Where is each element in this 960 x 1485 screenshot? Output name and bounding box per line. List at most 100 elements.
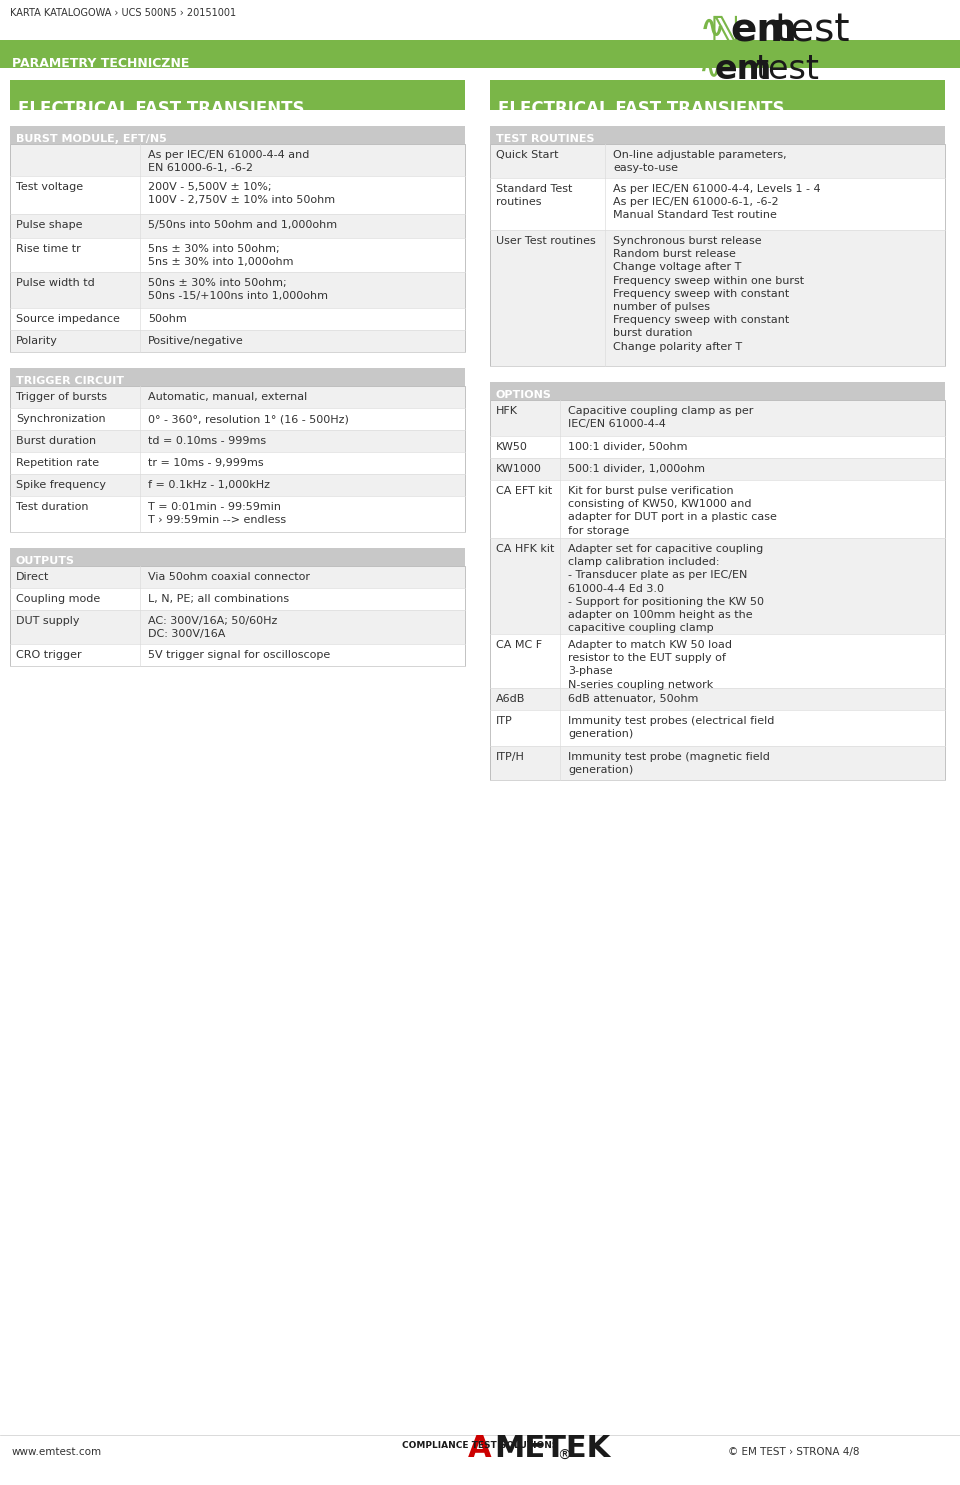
Text: Repetition rate: Repetition rate — [16, 457, 99, 468]
Text: Standard Test
routines: Standard Test routines — [496, 184, 572, 208]
Bar — [490, 144, 945, 178]
Bar — [10, 431, 465, 451]
Text: User Test routines: User Test routines — [496, 236, 596, 247]
Text: 5ns ± 30% into 50ohm;
5ns ± 30% into 1,000ohm: 5ns ± 30% into 50ohm; 5ns ± 30% into 1,0… — [148, 244, 294, 267]
Text: test: test — [775, 12, 850, 50]
Bar — [10, 307, 465, 330]
Text: Direct: Direct — [16, 572, 49, 582]
Bar — [490, 230, 945, 365]
Text: Synchronous burst release
Random burst release
Change voltage after T
Frequency : Synchronous burst release Random burst r… — [613, 236, 804, 352]
Text: ELECTRICAL FAST TRANSIENTS: ELECTRICAL FAST TRANSIENTS — [18, 99, 304, 117]
Text: PARAMETRY TECHNICZNE: PARAMETRY TECHNICZNE — [12, 56, 189, 70]
Bar — [10, 474, 465, 496]
Bar — [490, 538, 945, 634]
Text: www.emtest.com: www.emtest.com — [12, 1446, 102, 1457]
Bar — [490, 382, 945, 399]
Text: OPTIONS: OPTIONS — [496, 391, 552, 399]
Text: ITP: ITP — [496, 716, 513, 726]
Bar — [10, 566, 465, 588]
Text: DUT supply: DUT supply — [16, 616, 80, 627]
Text: 200V - 5,500V ± 10%;
100V - 2,750V ± 10% into 50ohm: 200V - 5,500V ± 10%; 100V - 2,750V ± 10%… — [148, 183, 335, 205]
Text: 50ns ± 30% into 50ohm;
50ns -15/+100ns into 1,000ohm: 50ns ± 30% into 50ohm; 50ns -15/+100ns i… — [148, 278, 328, 301]
Text: tr = 10ms - 9,999ms: tr = 10ms - 9,999ms — [148, 457, 264, 468]
Text: Pulse width td: Pulse width td — [16, 278, 95, 288]
Bar — [10, 408, 465, 431]
Text: Test duration: Test duration — [16, 502, 88, 512]
Text: Spike frequency: Spike frequency — [16, 480, 106, 490]
Text: Immunity test probes (electrical field
generation): Immunity test probes (electrical field g… — [568, 716, 775, 740]
Bar — [10, 386, 465, 532]
Text: KW1000: KW1000 — [496, 463, 541, 474]
Text: © EM TEST › STRONA 4/8: © EM TEST › STRONA 4/8 — [729, 1446, 860, 1457]
Bar — [490, 480, 945, 538]
Text: Positive/negative: Positive/negative — [148, 336, 244, 346]
Bar — [0, 40, 960, 68]
Text: Trigger of bursts: Trigger of bursts — [16, 392, 107, 402]
Text: td = 0.10ms - 999ms: td = 0.10ms - 999ms — [148, 437, 266, 446]
Bar — [10, 451, 465, 474]
Bar — [490, 144, 945, 365]
Text: OUTPUTS: OUTPUTS — [16, 555, 75, 566]
Text: Synchronization: Synchronization — [16, 414, 106, 425]
Text: Pulse shape: Pulse shape — [16, 220, 83, 230]
Text: Kit for burst pulse verification
consisting of KW50, KW1000 and
adapter for DUT : Kit for burst pulse verification consist… — [568, 486, 777, 536]
Text: Adapter set for capacitive coupling
clamp calibration included:
- Transducer pla: Adapter set for capacitive coupling clam… — [568, 544, 764, 633]
Bar — [10, 330, 465, 352]
Bar — [10, 214, 465, 238]
Text: Burst duration: Burst duration — [16, 437, 96, 446]
Text: 100:1 divider, 50ohm: 100:1 divider, 50ohm — [568, 443, 687, 451]
Text: TRIGGER CIRCUIT: TRIGGER CIRCUIT — [16, 376, 124, 386]
Text: Test voltage: Test voltage — [16, 183, 84, 192]
Text: As per IEC/EN 61000-4-4, Levels 1 - 4
As per IEC/EN 61000-6-1, -6-2
Manual Stand: As per IEC/EN 61000-4-4, Levels 1 - 4 As… — [613, 184, 821, 220]
Text: f = 0.1kHz - 1,000kHz: f = 0.1kHz - 1,000kHz — [148, 480, 270, 490]
Text: BURST MODULE, EFT/N5: BURST MODULE, EFT/N5 — [16, 134, 167, 144]
Text: L, N, PE; all combinations: L, N, PE; all combinations — [148, 594, 289, 604]
Bar — [10, 588, 465, 610]
Text: Coupling mode: Coupling mode — [16, 594, 100, 604]
Bar — [490, 126, 945, 144]
Text: A: A — [468, 1435, 492, 1463]
Text: METEK: METEK — [494, 1435, 611, 1463]
Bar — [10, 566, 465, 665]
Text: Immunity test probe (magnetic field
generation): Immunity test probe (magnetic field gene… — [568, 751, 770, 775]
Text: KARTA KATALOGOWA › UCS 500N5 › 20151001: KARTA KATALOGOWA › UCS 500N5 › 20151001 — [10, 7, 236, 18]
Text: em: em — [715, 53, 773, 86]
Bar — [10, 610, 465, 644]
Bar — [490, 688, 945, 710]
Bar — [10, 144, 465, 352]
Text: the benchmark for emc: the benchmark for emc — [720, 83, 859, 97]
Text: Polarity: Polarity — [16, 336, 58, 346]
Bar — [490, 80, 945, 110]
Text: COMPLIANCE TEST SOLUTIONS: COMPLIANCE TEST SOLUTIONS — [402, 1440, 558, 1449]
Text: HFK: HFK — [496, 405, 518, 416]
Text: 50ohm: 50ohm — [148, 313, 187, 324]
Bar — [10, 238, 465, 272]
Bar — [490, 710, 945, 745]
Bar — [10, 368, 465, 386]
Text: Via 50ohm coaxial connector: Via 50ohm coaxial connector — [148, 572, 310, 582]
Bar — [10, 496, 465, 532]
Text: CA HFK kit: CA HFK kit — [496, 544, 554, 554]
Text: Quick Start: Quick Start — [496, 150, 559, 160]
Text: CA EFT kit: CA EFT kit — [496, 486, 552, 496]
Text: 6dB attenuator, 50ohm: 6dB attenuator, 50ohm — [568, 693, 698, 704]
Text: ∿: ∿ — [700, 13, 726, 43]
Text: CA MC F: CA MC F — [496, 640, 542, 650]
Bar — [10, 177, 465, 214]
Text: em: em — [730, 12, 797, 50]
Bar — [490, 399, 945, 437]
Bar — [10, 80, 465, 110]
Bar — [490, 457, 945, 480]
Bar — [490, 399, 945, 780]
Text: 5/50ns into 50ohm and 1,000ohm: 5/50ns into 50ohm and 1,000ohm — [148, 220, 337, 230]
Text: TEST ROUTINES: TEST ROUTINES — [496, 134, 594, 144]
Bar — [10, 644, 465, 665]
Text: Source impedance: Source impedance — [16, 313, 120, 324]
Bar — [490, 437, 945, 457]
Bar — [490, 178, 945, 230]
Text: AC: 300V/16A; 50/60Hz
DC: 300V/16A: AC: 300V/16A; 50/60Hz DC: 300V/16A — [148, 616, 277, 639]
Text: ®: ® — [557, 1449, 571, 1463]
Text: ELECTRICAL FAST TRANSIENTS: ELECTRICAL FAST TRANSIENTS — [498, 99, 784, 117]
Text: ∿: ∿ — [698, 55, 721, 83]
Text: ℕ: ℕ — [710, 15, 740, 49]
